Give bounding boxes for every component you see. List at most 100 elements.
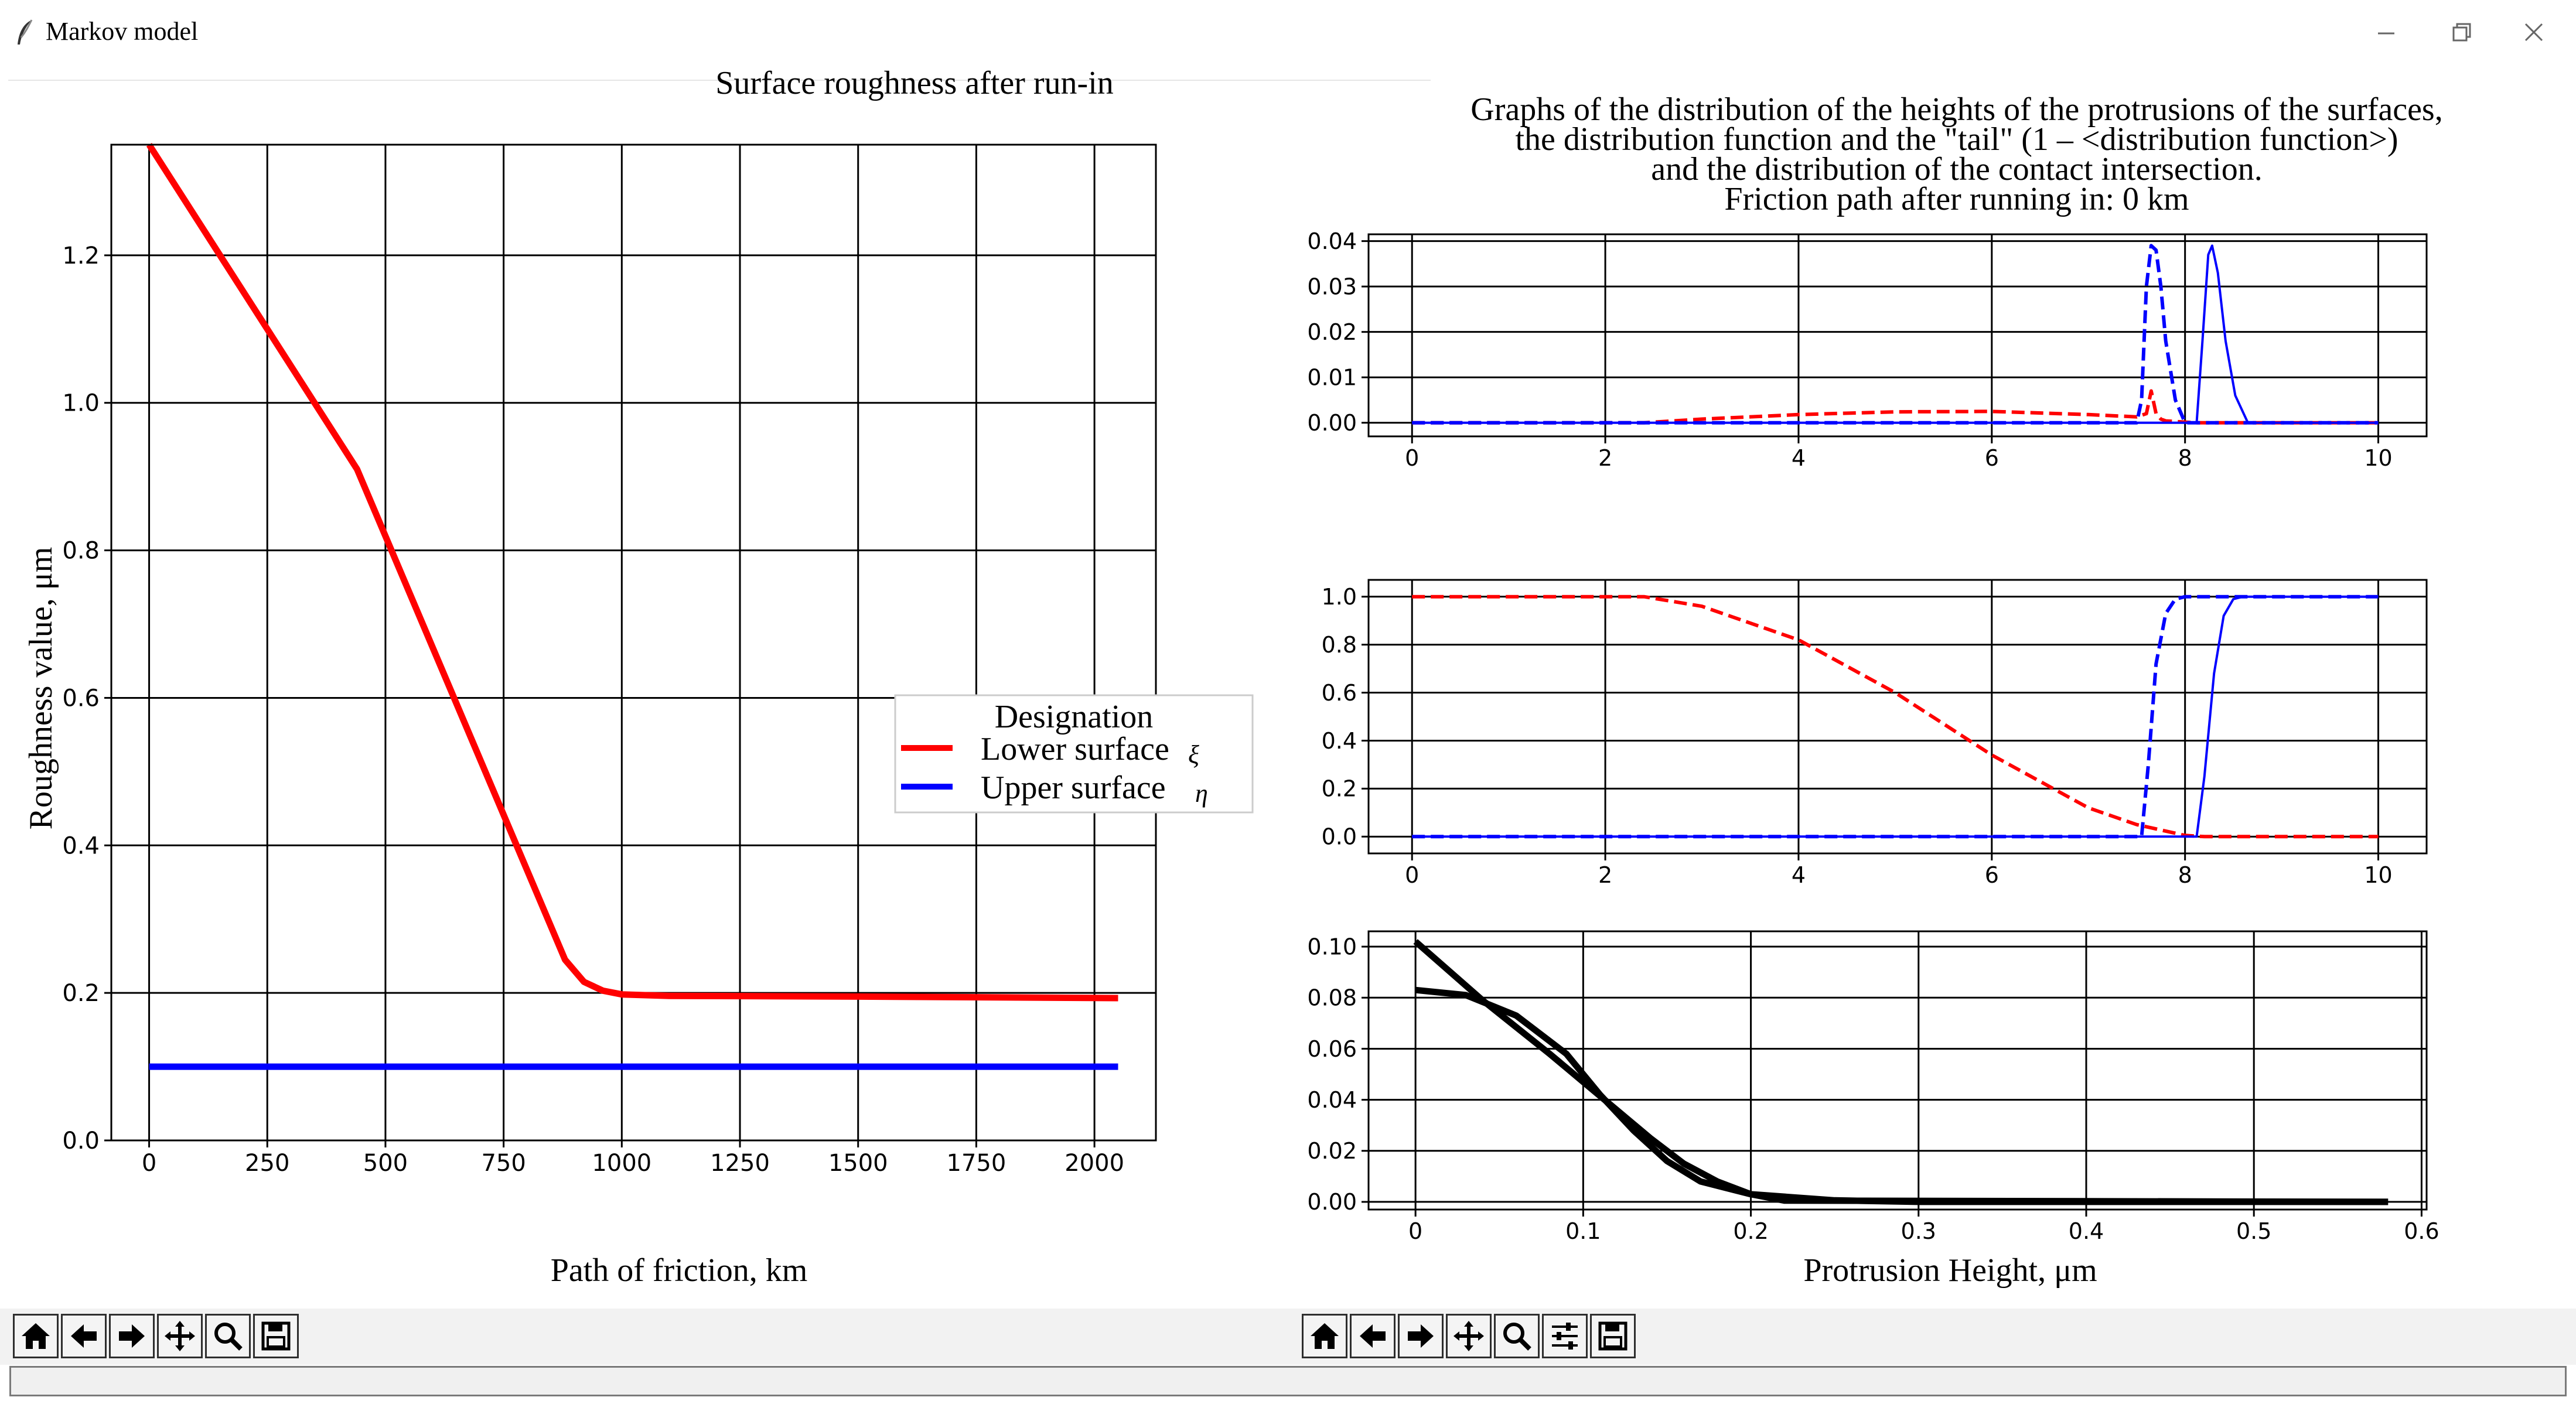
x-tick-label: 0.2 xyxy=(1733,1218,1768,1244)
y-tick-label: 0.2 xyxy=(1322,776,1357,802)
y-tick-label: 0.8 xyxy=(1322,632,1357,658)
y-tick-label: 0.6 xyxy=(1322,680,1357,706)
legend-title: Designation xyxy=(995,699,1154,735)
minimize-button[interactable] xyxy=(2360,13,2413,52)
floppy-disk-icon xyxy=(1598,1321,1628,1351)
x-tick-label: 10 xyxy=(2364,445,2392,471)
save-button[interactable] xyxy=(253,1314,299,1358)
back-button[interactable] xyxy=(1350,1314,1396,1358)
x-tick-label: 750 xyxy=(481,1150,526,1177)
close-icon xyxy=(2524,23,2543,42)
y-tick-label: 0.2 xyxy=(62,980,100,1007)
restore-button[interactable] xyxy=(2434,13,2487,52)
x-tick-label: 6 xyxy=(1985,862,1999,888)
y-tick-label: 0.03 xyxy=(1307,274,1357,299)
y-tick-label: 0.8 xyxy=(62,538,100,565)
feather-icon xyxy=(18,19,33,45)
roughness-ylabel: Roughness value, μm xyxy=(23,547,59,830)
y-tick-label: 0.06 xyxy=(1307,1036,1357,1062)
x-tick-label: 10 xyxy=(2364,862,2392,888)
forward-button[interactable] xyxy=(109,1314,155,1358)
toolbar-left xyxy=(13,1312,299,1360)
arrow-right-icon xyxy=(119,1324,145,1348)
zoom-button[interactable] xyxy=(205,1314,251,1358)
distribution-title-line-4: Friction path after running in: 0 km xyxy=(1724,181,2189,217)
y-tick-label: 0.0 xyxy=(62,1128,100,1154)
distribution-xlabel: Protrusion Height, μm xyxy=(1803,1252,2097,1289)
x-tick-label: 250 xyxy=(245,1150,289,1177)
divider xyxy=(8,80,1431,81)
toolbar-right xyxy=(1302,1312,1636,1360)
y-tick-label: 1.2 xyxy=(62,242,100,269)
legend-label-lower: Lower surface xyxy=(981,731,1169,767)
legend-box xyxy=(894,694,1254,814)
series-line-intersection-1 xyxy=(1415,986,2389,1205)
magnifier-icon xyxy=(1503,1323,1531,1351)
series-line-density-2 xyxy=(1412,244,2379,424)
y-tick-label: 0.00 xyxy=(1307,1189,1357,1215)
back-button[interactable] xyxy=(61,1314,107,1358)
pan-button[interactable] xyxy=(1446,1314,1492,1358)
y-tick-label: 0.08 xyxy=(1307,985,1357,1011)
series-line-density-1 xyxy=(1412,244,2379,425)
series-line-roughness-0 xyxy=(146,143,1118,1002)
y-tick-label: 1.0 xyxy=(62,390,100,417)
roughness-figure[interactable]: Surface roughness after run-in 0 250 500 75… xyxy=(0,64,1288,1306)
series-line-cdf-2 xyxy=(1412,595,2379,838)
forward-button[interactable] xyxy=(1398,1314,1444,1358)
arrow-left-icon xyxy=(1360,1324,1386,1348)
toolbar-strip xyxy=(0,1309,2576,1365)
x-tick-label: 2 xyxy=(1598,862,1612,888)
x-tick-label: 4 xyxy=(1792,445,1806,471)
y-tick-label: 0.04 xyxy=(1307,1087,1357,1113)
distribution-title-line-3: and the distribution of the contact inte… xyxy=(1651,151,2263,187)
home-icon xyxy=(1311,1323,1339,1349)
intersection-chart: 0 0.1 0.2 0.3 0.4 0.5 0.6 0.00 0.02 0.04 0.06 0.08 0… xyxy=(1307,930,2439,1244)
home-button[interactable] xyxy=(13,1314,59,1358)
y-tick-label: 0.6 xyxy=(62,685,100,712)
x-tick-label: 6 xyxy=(1985,445,1999,471)
y-tick-label: 0.0 xyxy=(1322,824,1357,850)
subplots-button[interactable] xyxy=(1542,1314,1588,1358)
y-tick-label: 1.0 xyxy=(1322,584,1357,610)
series-line-cdf-1 xyxy=(1412,595,2379,839)
y-tick-label: 0.02 xyxy=(1307,1138,1357,1164)
plot-area xyxy=(1369,234,2427,436)
y-tick-label: 0.02 xyxy=(1307,319,1357,345)
x-tick-label: 1750 xyxy=(947,1150,1006,1177)
move-icon xyxy=(165,1321,195,1351)
roughness-title: Surface roughness after run-in xyxy=(715,65,1114,101)
plot-frame xyxy=(1367,930,2428,1211)
distribution-title-line-2: the distribution function and the "tail"… xyxy=(1515,121,2398,158)
distribution-figure[interactable]: Graphs of the distribution of the height… xyxy=(1288,64,2576,1306)
y-tick-label: 0.00 xyxy=(1307,410,1357,436)
x-tick-label: 0.6 xyxy=(2404,1218,2439,1244)
x-tick-label: 0 xyxy=(1405,445,1419,471)
density-chart: 0 2 4 6 8 10 0.00 0.01 0.02 0.03 0.04 xyxy=(1307,228,2428,471)
pan-button[interactable] xyxy=(157,1314,203,1358)
y-tick-label: 0.4 xyxy=(1322,728,1357,754)
move-icon xyxy=(1454,1321,1484,1351)
distribution-title-line-1: Graphs of the distribution of the height… xyxy=(1470,91,2442,128)
cdf-chart: 0 2 4 6 8 10 0.0 0.2 0.4 0.6 0.8 1.0 xyxy=(1322,579,2428,888)
legend-symbol-lower: ξ xyxy=(1188,740,1199,769)
x-tick-label: 0.5 xyxy=(2236,1218,2271,1244)
x-tick-label: 4 xyxy=(1792,862,1806,888)
close-button[interactable] xyxy=(2507,13,2560,52)
plot-frame xyxy=(1367,579,2428,855)
roughness-xlabel: Path of friction, km xyxy=(551,1252,808,1289)
legend: Designation Lower surface ξ Upper surfac… xyxy=(894,694,1254,814)
y-tick-label: 0.4 xyxy=(62,832,100,859)
home-button[interactable] xyxy=(1302,1314,1347,1358)
minimize-icon xyxy=(2378,32,2394,35)
zoom-button[interactable] xyxy=(1494,1314,1540,1358)
plot-area xyxy=(1369,931,2427,1210)
plot-frame xyxy=(1367,233,2428,438)
x-tick-label: 0 xyxy=(1408,1218,1422,1244)
save-button[interactable] xyxy=(1590,1314,1636,1358)
arrow-right-icon xyxy=(1408,1324,1434,1348)
x-tick-label: 0 xyxy=(1405,862,1419,888)
sliders-icon xyxy=(1552,1323,1578,1350)
x-tick-label: 0.4 xyxy=(2069,1218,2104,1244)
x-tick-label: 0 xyxy=(142,1150,156,1177)
